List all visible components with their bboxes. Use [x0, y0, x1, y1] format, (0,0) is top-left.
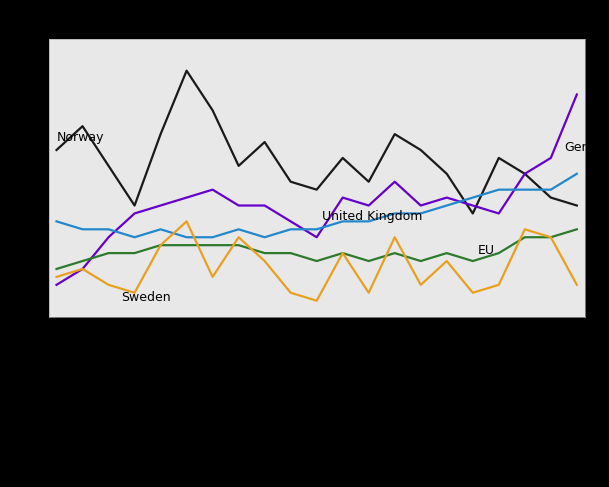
- Text: Norway: Norway: [57, 131, 104, 144]
- Text: United Kingdom: United Kingdom: [322, 210, 422, 223]
- Text: Germany: Germany: [564, 141, 609, 154]
- Text: EU: EU: [478, 244, 495, 257]
- Text: Sweden: Sweden: [122, 291, 171, 304]
